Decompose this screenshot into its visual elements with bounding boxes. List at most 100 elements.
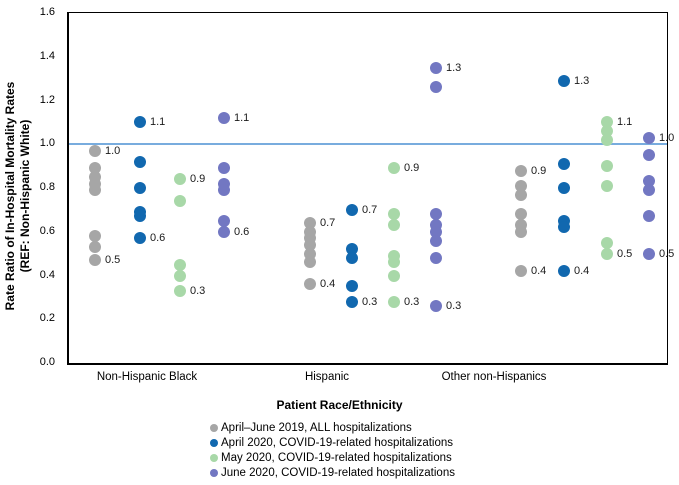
- data-label: 0.6: [234, 225, 250, 238]
- data-point: [174, 195, 186, 208]
- x-category-label: Hispanic: [304, 371, 350, 383]
- legend-label: April–June 2019, ALL hospitalizations: [221, 421, 412, 434]
- data-point: [601, 247, 613, 260]
- data-point: [643, 131, 655, 144]
- data-point: [218, 214, 230, 227]
- data-point: [430, 234, 442, 247]
- data-point: [601, 179, 613, 192]
- data-point: [601, 236, 613, 249]
- data-label: 1.1: [617, 116, 633, 129]
- y-tick-label: 1.0: [39, 137, 55, 150]
- data-point: [515, 164, 527, 177]
- data-point: [515, 225, 527, 238]
- y-axis-title-line1: Rate Ratio of In-Hospital Mortality Rate…: [3, 81, 17, 311]
- data-point: [89, 230, 101, 243]
- data-point: [174, 258, 186, 271]
- legend-label: May 2020, COVID-19-related hospitalizati…: [221, 451, 452, 464]
- data-point: [643, 247, 655, 260]
- data-point: [174, 269, 186, 282]
- data-point: [89, 241, 101, 254]
- data-point: [346, 280, 358, 293]
- data-label: 0.3: [190, 284, 206, 297]
- data-point: [218, 162, 230, 175]
- data-point: [430, 252, 442, 264]
- legend-marker-icon: [210, 423, 218, 432]
- data-point: [218, 184, 230, 197]
- data-point: [643, 149, 655, 162]
- x-category-label: Other non-Hispanics: [441, 371, 547, 383]
- data-point: [388, 208, 400, 221]
- data-point: [515, 265, 527, 278]
- data-label: 0.7: [320, 217, 336, 229]
- data-point: [558, 157, 570, 170]
- data-label: 0.5: [659, 247, 675, 260]
- data-point: [515, 208, 527, 221]
- y-tick-label: 1.6: [39, 6, 55, 18]
- data-point: [89, 144, 101, 157]
- data-point: [346, 252, 358, 264]
- data-point: [515, 188, 527, 201]
- legend: April–June 2019, ALL hospitalizations Ap…: [210, 420, 455, 480]
- data-point: [388, 269, 400, 282]
- reference-line: [69, 143, 667, 146]
- y-tick-label: 0.8: [39, 181, 55, 193]
- data-point: [388, 295, 400, 308]
- y-tick-label: 0.4: [39, 268, 55, 281]
- legend-marker-icon: [210, 453, 218, 462]
- legend-item: April 2020, COVID-19-related hospitaliza…: [210, 435, 455, 450]
- data-point: [558, 221, 570, 234]
- data-point: [558, 265, 570, 278]
- legend-label: June 2020, COVID-19-related hospitalizat…: [221, 466, 455, 479]
- data-label: 1.0: [659, 131, 675, 144]
- data-label: 0.3: [362, 295, 378, 308]
- y-tick-label: 0.2: [39, 312, 55, 325]
- data-point: [174, 284, 186, 297]
- data-point: [388, 219, 400, 232]
- data-point: [304, 278, 316, 291]
- data-label: 0.5: [617, 247, 633, 260]
- data-label: 0.6: [150, 232, 166, 245]
- data-point: [558, 182, 570, 194]
- data-point: [174, 173, 186, 186]
- data-point: [134, 116, 146, 129]
- y-tick-label: 1.4: [39, 49, 55, 62]
- legend-label: April 2020, COVID-19-related hospitaliza…: [221, 436, 454, 449]
- data-point: [601, 133, 613, 146]
- y-tick-label: 1.2: [39, 93, 55, 106]
- data-label: 0.3: [446, 300, 462, 313]
- x-axis-title: Patient Race/Ethnicity: [276, 398, 403, 412]
- data-point: [134, 182, 146, 194]
- data-point: [134, 155, 146, 168]
- data-point: [430, 300, 442, 313]
- legend-item: May 2020, COVID-19-related hospitalizati…: [210, 450, 455, 465]
- legend-item: June 2020, COVID-19-related hospitalizat…: [210, 465, 455, 480]
- data-label: 0.3: [404, 295, 420, 308]
- data-point: [134, 232, 146, 245]
- data-point: [643, 184, 655, 197]
- y-tick-label: 0.6: [39, 224, 55, 237]
- data-point: [430, 208, 442, 221]
- data-label: 0.9: [404, 162, 420, 175]
- y-tick-label: 0.0: [39, 356, 55, 368]
- data-label: 1.1: [234, 112, 250, 124]
- data-point: [218, 112, 230, 124]
- data-label: 1.3: [574, 74, 590, 87]
- data-label: 1.0: [105, 144, 121, 157]
- legend-item: April–June 2019, ALL hospitalizations: [210, 420, 455, 435]
- x-category-label: Non-Hispanic Black: [96, 371, 198, 383]
- data-point: [346, 295, 358, 308]
- plot-area: 1.0 0.5 0.7 0.4 0.9 0.4 1.1 0.6 0.7 0.3 1.3 0.4 0.9 0…: [67, 12, 674, 365]
- data-label: 0.4: [531, 265, 547, 278]
- data-label: 0.5: [105, 254, 121, 267]
- legend-marker-icon: [210, 468, 218, 477]
- data-point: [89, 254, 101, 267]
- data-label: 1.1: [150, 116, 166, 129]
- data-point: [558, 74, 570, 87]
- data-point: [643, 210, 655, 223]
- data-point: [346, 203, 358, 216]
- data-label: 0.9: [190, 173, 206, 186]
- data-point: [218, 225, 230, 238]
- data-label: 0.7: [362, 203, 378, 216]
- data-point: [304, 256, 316, 269]
